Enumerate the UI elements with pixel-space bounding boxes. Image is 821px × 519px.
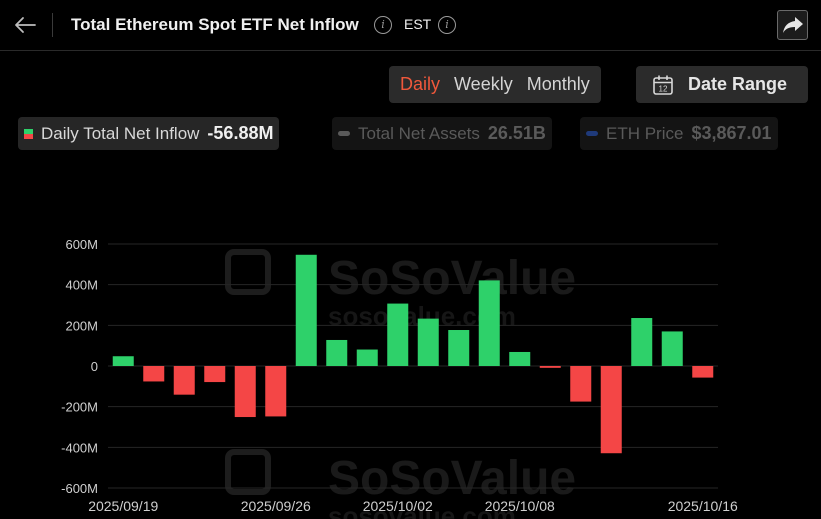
- legend-value: -56.88M: [207, 123, 274, 143]
- net-assets-swatch: [338, 130, 350, 136]
- period-tabs: Daily Weekly Monthly: [389, 66, 601, 103]
- x-tick-label: 2025/10/08: [485, 498, 555, 514]
- share-button[interactable]: [777, 10, 808, 40]
- x-tick-label: 2025/10/16: [668, 498, 738, 514]
- y-tick-label: -200M: [61, 400, 98, 415]
- page-title: Total Ethereum Spot ETF Net Inflow: [71, 15, 359, 34]
- legend-daily-net-inflow[interactable]: Daily Total Net Inflow -56.88M: [18, 117, 280, 150]
- bar-2025/09/30: [326, 339, 348, 366]
- eth-price-swatch: [586, 130, 598, 136]
- timezone-info-icon[interactable]: i: [438, 16, 456, 34]
- x-axis: 2025/09/19 2025/09/26 2025/10/02 2025/10/08…: [88, 498, 738, 514]
- y-tick-label: 200M: [65, 318, 98, 333]
- bar-2025/09/25: [234, 366, 256, 418]
- bar-2025/09/26: [265, 366, 287, 417]
- y-tick-label: -400M: [61, 440, 98, 455]
- watermark-logo-icon: [225, 249, 271, 295]
- tab-weekly[interactable]: Weekly: [454, 74, 513, 94]
- share-icon: [782, 17, 803, 33]
- legend-eth-price[interactable]: ETH Price $3,867.01: [580, 117, 778, 150]
- date-range-button[interactable]: 12 Date Range: [636, 66, 808, 103]
- legend-label: ETH Price: [606, 123, 684, 143]
- title-info-icon[interactable]: i: [374, 16, 392, 34]
- timezone-label: EST: [404, 16, 432, 32]
- bar-2025/10/01: [356, 349, 378, 366]
- legend-label: Total Net Assets: [358, 123, 480, 143]
- y-tick-label: 600M: [65, 237, 98, 252]
- bar-2025/10/03: [417, 318, 439, 366]
- bar-2025/10/14: [631, 318, 653, 366]
- inflow-swatch: [24, 128, 33, 139]
- watermark-url: sosovalue.com: [328, 501, 516, 519]
- legend-value: 26.51B: [487, 123, 546, 143]
- bar-2025/10/06: [448, 330, 470, 366]
- bar-2025/10/02: [387, 303, 409, 366]
- calendar-day-number: 12: [659, 84, 668, 93]
- tab-daily[interactable]: Daily: [400, 74, 441, 94]
- bar-2025/10/09: [539, 366, 561, 368]
- back-button[interactable]: [12, 12, 38, 38]
- bar-2025/10/08: [509, 351, 531, 366]
- bar-2025/10/07: [478, 280, 500, 366]
- x-tick-label: 2025/10/02: [363, 498, 433, 514]
- bar-2025/09/24: [204, 366, 226, 383]
- top-bar: Total Ethereum Spot ETF Net Inflow i EST…: [0, 0, 821, 51]
- y-tick-label: 0: [91, 359, 98, 374]
- x-tick-label: 2025/09/26: [241, 498, 311, 514]
- bar-2025/09/29: [295, 254, 317, 366]
- bar-2025/09/23: [173, 366, 195, 395]
- tab-monthly[interactable]: Monthly: [526, 74, 590, 94]
- watermark-brand: SoSoValue: [328, 452, 576, 505]
- calendar-icon: 12: [653, 75, 673, 95]
- legend-label: Daily Total Net Inflow: [41, 123, 200, 143]
- legend-total-net-assets[interactable]: Total Net Assets 26.51B: [332, 117, 552, 150]
- x-tick-label: 2025/09/19: [88, 498, 158, 514]
- bar-2025/10/15: [661, 331, 683, 366]
- y-tick-label: -600M: [61, 481, 98, 496]
- bar-series: [112, 254, 714, 454]
- bar-2025/09/22: [143, 366, 165, 382]
- arrow-left-icon: [15, 17, 36, 33]
- date-range-label: Date Range: [688, 74, 788, 94]
- y-tick-label: 400M: [65, 278, 98, 293]
- legend-value: $3,867.01: [691, 123, 772, 143]
- watermark-brand: SoSoValue: [328, 252, 576, 305]
- bar-2025/10/10: [570, 366, 592, 402]
- y-axis: 600M 400M 200M 0 -200M -400M -600M: [61, 237, 98, 496]
- bar-2025/10/13: [600, 366, 622, 454]
- header-divider: [52, 13, 53, 37]
- bar-2025/10/16: [692, 366, 714, 378]
- watermark-logo-icon: [225, 449, 271, 495]
- bar-2025/09/19: [112, 356, 134, 366]
